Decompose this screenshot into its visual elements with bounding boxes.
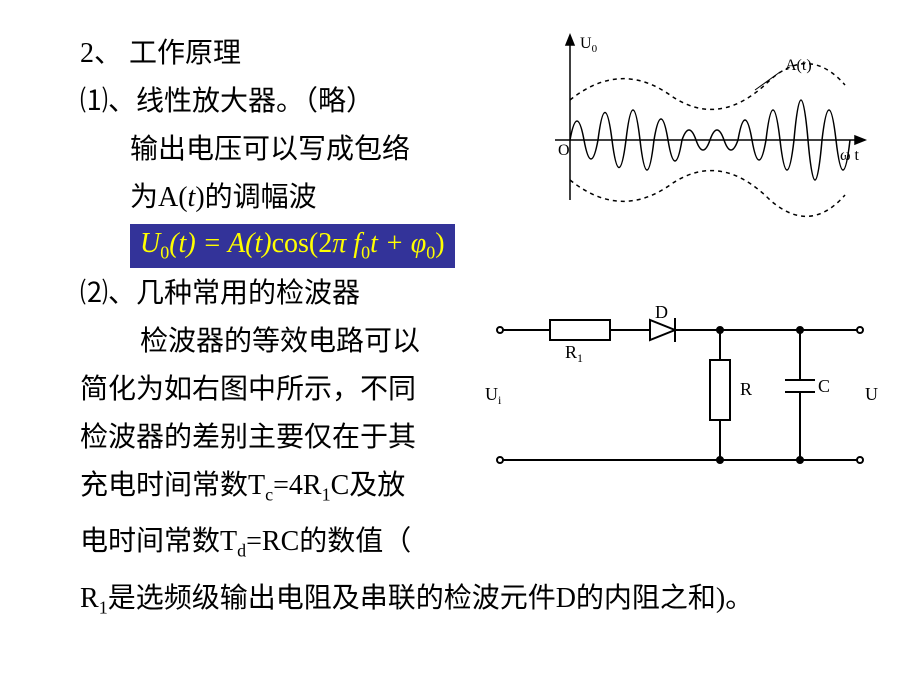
xlabel: ω t	[840, 147, 860, 164]
r-label: R	[740, 379, 752, 399]
x-arrow	[855, 136, 865, 144]
line-11: R1是选频级输出电阻及串联的检波元件D的内阻之和)。	[80, 575, 860, 632]
l4a: 为A(	[130, 182, 188, 213]
l9a: 充电时间常数T	[80, 470, 265, 501]
r1-label: R1	[565, 342, 583, 365]
d-label: D	[655, 302, 668, 322]
formula: U0(t) = A(t)cos(2π f0t + φ0)	[130, 224, 455, 268]
fcos: cos(2	[272, 228, 333, 259]
fclose: )	[435, 228, 444, 259]
l10a: 电时间常数T	[80, 526, 237, 557]
l9c: c	[265, 484, 273, 504]
detector-circuit: R1 D R C Ui U	[480, 300, 880, 500]
l91: 1	[322, 484, 331, 504]
fphi: φ	[411, 228, 427, 259]
ff: f	[346, 228, 361, 259]
l10b: =RC的数值（	[246, 526, 411, 557]
ui-label: Ui	[485, 384, 502, 407]
fu0: 0	[160, 243, 169, 263]
l9d: C及放	[331, 470, 406, 501]
envelope-pointer	[755, 72, 780, 90]
l9b: =4R	[273, 470, 321, 501]
fpi: π	[332, 228, 346, 259]
c-label: C	[818, 376, 830, 396]
y-arrow	[566, 35, 574, 45]
carrier-wave	[570, 100, 850, 180]
ftp: t +	[370, 228, 411, 259]
ff0: 0	[361, 243, 370, 263]
ylabel: U0	[580, 35, 598, 55]
am-waveform-graph: U0 A(t) O ω t	[540, 30, 880, 230]
envelope-bottom	[570, 171, 845, 217]
origin-label: O	[558, 142, 570, 159]
l111: 1	[99, 597, 108, 617]
envelope-label: A(t)	[785, 57, 812, 74]
l11a: R	[80, 583, 99, 614]
fteq: (t) = A(t)	[169, 228, 271, 259]
u-label: U	[865, 384, 878, 404]
l4b: )的调幅波	[195, 182, 316, 213]
line-10: 电时间常数Td=RC的数值（	[80, 518, 860, 575]
fu: U	[140, 228, 160, 259]
l10d: d	[237, 541, 246, 561]
l11b: 是选频级输出电阻及串联的检波元件D的内阻之和)。	[108, 583, 754, 614]
fphi0: 0	[426, 243, 435, 263]
